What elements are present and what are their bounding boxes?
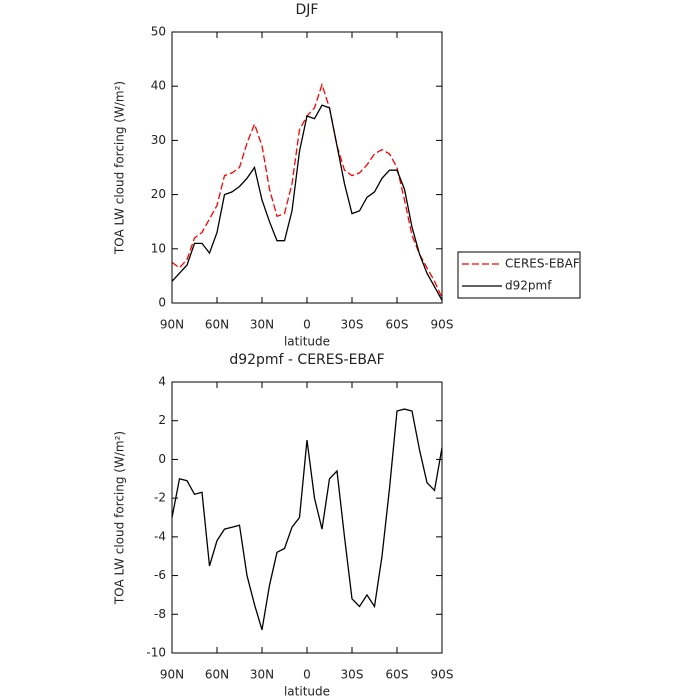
y-tick-label: 30 (151, 133, 166, 147)
x-tick-label: 90S (431, 318, 454, 332)
y-tick-label: 40 (151, 79, 166, 93)
plot-frame (171, 31, 443, 304)
x-tick-label: 0 (303, 668, 311, 682)
x-tick-label: 30S (341, 318, 364, 332)
x-axis-label: latitude (284, 335, 330, 349)
chart-title: DJF (296, 2, 319, 18)
y-tick-label: 2 (158, 413, 166, 427)
x-tick-label: 60N (205, 668, 229, 682)
y-tick-label: -6 (154, 568, 166, 582)
y-tick-label: 50 (151, 25, 166, 39)
y-tick-label: -2 (154, 491, 166, 505)
legend-label: d92pmf (505, 279, 552, 293)
y-tick-label: 0 (158, 296, 166, 310)
x-tick-label: 90N (160, 668, 184, 682)
x-tick-label: 30N (250, 318, 274, 332)
chart-title: d92pmf - CERES-EBAF (229, 352, 384, 368)
y-axis-label: TOA LW cloud forcing (W/m²) (113, 431, 127, 605)
y-tick-label: -10 (146, 646, 166, 660)
x-tick-label: 90S (431, 668, 454, 682)
y-tick-label: -8 (154, 607, 166, 621)
y-tick-label: -4 (154, 529, 166, 543)
legend-label: CERES-EBAF (505, 257, 580, 271)
legend: CERES-EBAF d92pmf (457, 251, 581, 299)
x-tick-label: 0 (303, 318, 311, 332)
x-tick-label: 30S (341, 668, 364, 682)
y-tick-label: 4 (158, 375, 166, 389)
x-tick-label: 60S (386, 318, 409, 332)
data-line (171, 408, 443, 630)
x-axis-label: latitude (284, 685, 330, 699)
x-tick-label: 30N (250, 668, 274, 682)
x-tick-label: 60N (205, 318, 229, 332)
y-axis-label: TOA LW cloud forcing (W/m²) (113, 81, 127, 255)
x-tick-label: 60S (386, 668, 409, 682)
plot-frame (171, 381, 443, 654)
y-tick-label: 20 (151, 187, 166, 201)
data-line (171, 104, 443, 301)
legend-box (457, 251, 581, 299)
y-tick-label: 0 (158, 452, 166, 466)
y-tick-label: 10 (151, 241, 166, 255)
x-tick-label: 90N (160, 318, 184, 332)
